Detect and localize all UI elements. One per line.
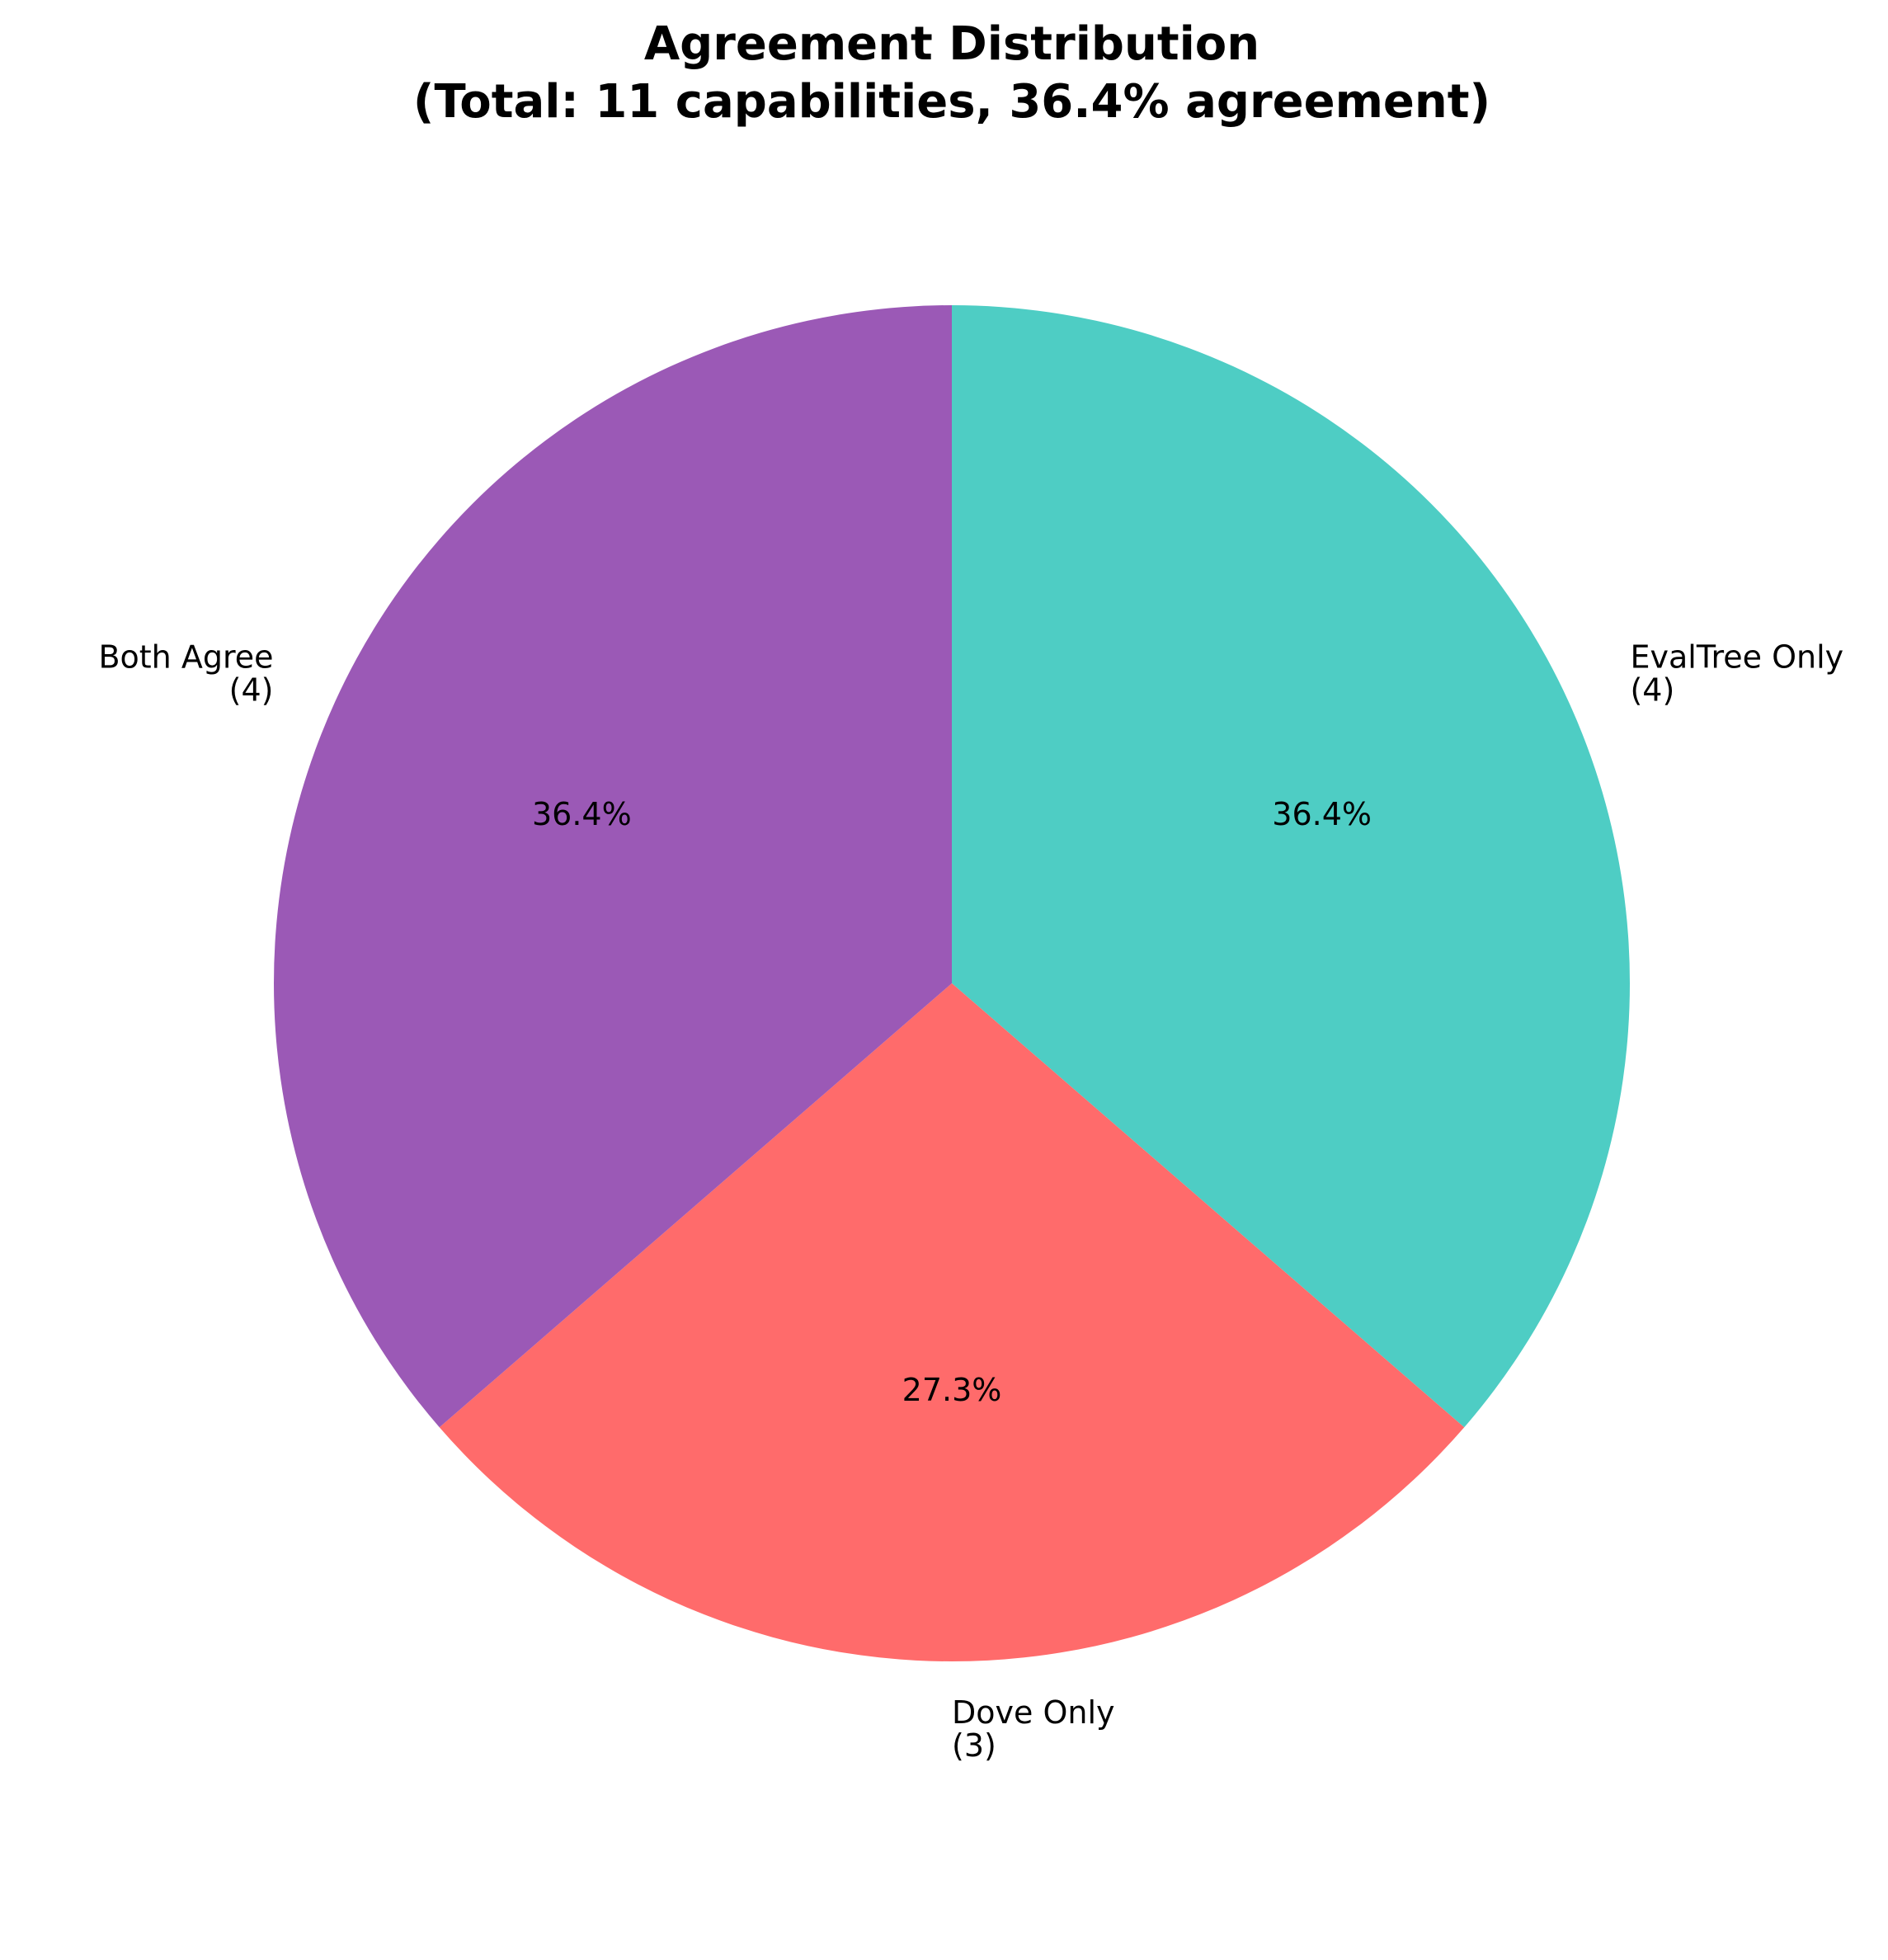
pie-slice-evaltree-only [952,305,1630,1428]
slice-label-dove-only: Dove Only (3) [952,1694,1115,1764]
slice-label-both-agree: Both Agree (4) [98,638,273,708]
slice-label-count: (3) [952,1727,996,1764]
slice-label-name: Both Agree [98,638,273,675]
pie-slice-dove-only [439,983,1465,1662]
slice-label-name: EvalTree Only [1630,638,1843,675]
chart-subtitle: (Total: 11 capabilities, 36.4% agreement… [413,75,1490,129]
slice-percent-evaltree-only: 36.4% [1272,796,1372,832]
chart-title: Agreement Distribution [644,17,1259,71]
pie-slices [274,305,1630,1662]
slice-label-count: (4) [229,671,274,708]
slice-label-name: Dove Only [952,1694,1115,1731]
slice-percent-dove-only: 27.3% [902,1372,1002,1408]
slice-label-count: (4) [1630,671,1674,708]
pie-labels: EvalTree Only (4)36.4%Dove Only (3)27.3%Bo… [98,638,1843,1764]
slice-percent-both-agree: 36.4% [532,796,632,832]
slice-label-evaltree-only: EvalTree Only (4) [1630,638,1843,708]
pie-slice-both-agree [274,305,953,1428]
